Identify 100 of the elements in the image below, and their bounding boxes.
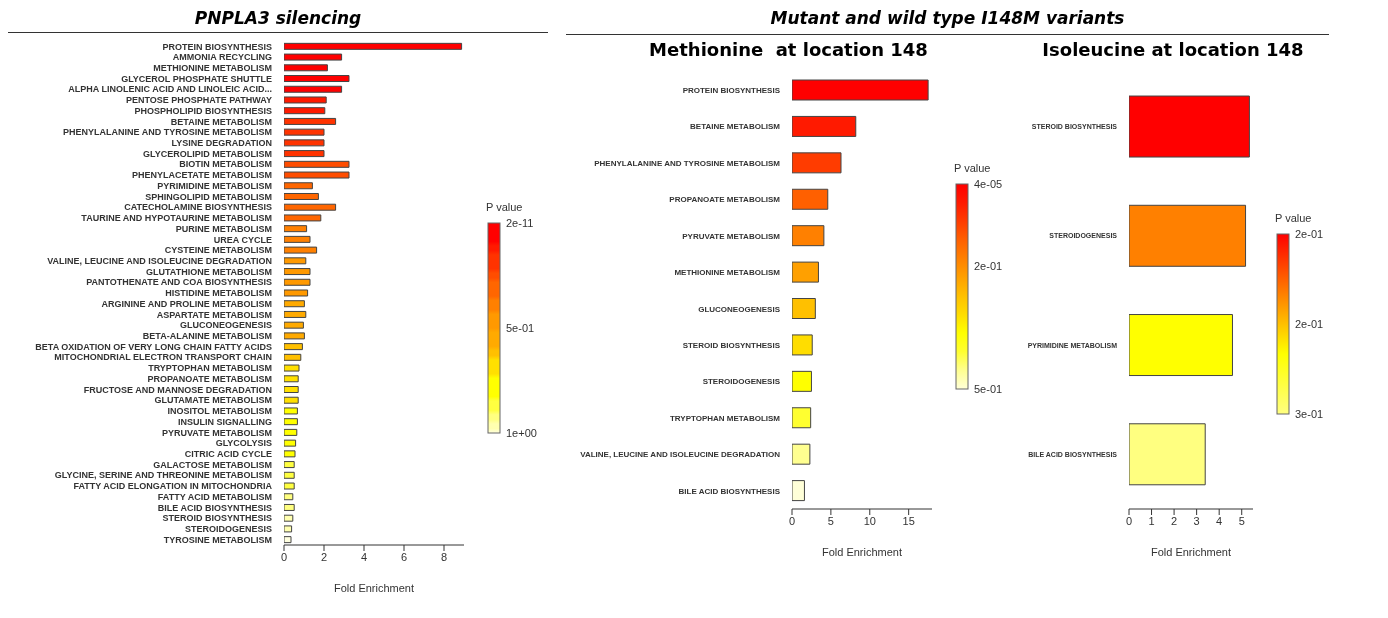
y-tick-label: GLYCEROL PHOSPHATE SHUTTLE xyxy=(121,73,272,84)
y-tick-label: GLYCINE, SERINE AND THREONINE METABOLISM xyxy=(54,470,272,481)
x-tick-label: 8 xyxy=(440,550,448,563)
bar xyxy=(284,439,297,447)
bar xyxy=(792,79,929,101)
y-tick-label: TRYPTOPHAN METABOLISM xyxy=(669,413,781,423)
x-tick-label: 0 xyxy=(280,550,288,563)
bar xyxy=(792,152,842,174)
y-tick-label: STEROID BIOSYNTHESIS xyxy=(682,340,781,350)
color-bar-title: P value xyxy=(486,201,523,213)
bar xyxy=(284,375,299,383)
y-tick-label: GLUCONEOGENESIS xyxy=(698,304,781,314)
bar xyxy=(284,461,295,469)
y-tick-label: FATTY ACID METABOLISM xyxy=(157,491,272,502)
y-tick-label: PROTEIN BIOSYNTHESIS xyxy=(682,86,781,96)
chart-title: Isoleucine at location 148 xyxy=(1041,39,1305,62)
y-tick-label: PROPANOATE METABOLISM xyxy=(147,373,272,384)
x-tick-label: 4 xyxy=(360,550,368,563)
y-tick-label: STEROIDOGENESIS xyxy=(184,524,272,535)
y-tick-label: PHENYLALANINE AND TYROSINE METABOLISM xyxy=(594,158,781,168)
y-tick-label: TRYPTOPHAN METABOLISM xyxy=(148,363,272,374)
bar xyxy=(284,418,298,426)
bar xyxy=(284,117,337,125)
bar xyxy=(792,261,819,283)
bar xyxy=(284,428,298,436)
chart-title: Methionine at location 148 xyxy=(648,39,929,62)
color-bar-label: 2e-01 xyxy=(974,259,1003,272)
color-bar-label: 3e-01 xyxy=(1295,407,1324,420)
bar xyxy=(284,386,299,394)
bar xyxy=(284,396,299,404)
x-tick-label: 5 xyxy=(1238,514,1245,527)
bar xyxy=(1129,314,1233,377)
x-tick-label: 1 xyxy=(1148,514,1155,527)
color-bar-label: 4e-05 xyxy=(974,177,1003,190)
bar xyxy=(284,289,309,297)
bar xyxy=(284,278,311,286)
y-tick-label: INOSITOL METABOLISM xyxy=(167,406,272,417)
bar xyxy=(792,298,816,320)
bar xyxy=(792,188,829,210)
bar xyxy=(284,75,350,83)
bar xyxy=(1129,204,1247,267)
y-tick-label: PHENYLACETATE METABOLISM xyxy=(132,170,272,181)
y-tick-label: ASPARTATE METABOLISM xyxy=(156,309,272,320)
color-bar-label: 2e-01 xyxy=(1295,227,1324,240)
color-bar-title: P value xyxy=(1275,212,1312,224)
bar xyxy=(284,128,325,136)
y-tick-label: PENTOSE PHOSPHATE PATHWAY xyxy=(125,95,272,106)
bar xyxy=(792,407,812,429)
y-tick-label: METHIONINE METABOLISM xyxy=(674,268,781,278)
bar xyxy=(284,450,296,458)
bar xyxy=(792,370,812,392)
y-tick-label: PHOSPHOLIPID BIOSYNTHESIS xyxy=(134,105,272,116)
bar xyxy=(792,480,805,502)
bar xyxy=(284,139,325,147)
y-tick-label: BIOTIN METABOLISM xyxy=(179,159,272,170)
y-tick-label: BETAINE METABOLISM xyxy=(170,116,272,127)
chart-title: PNPLA3 silencing xyxy=(8,8,548,33)
y-tick-label: TAURINE AND HYPOTAURINE METABOLISM xyxy=(81,213,272,224)
bar xyxy=(284,53,343,61)
bar xyxy=(284,96,327,104)
bar xyxy=(792,334,813,356)
y-tick-label: INSULIN SIGNALLING xyxy=(178,416,272,427)
y-tick-label: CYSTEINE METABOLISM xyxy=(164,245,272,256)
y-tick-label: MITOCHONDRIAL ELECTRON TRANSPORT CHAIN xyxy=(54,352,272,363)
bar xyxy=(284,364,300,372)
bar xyxy=(284,171,350,179)
bar xyxy=(284,214,322,222)
bar xyxy=(284,235,311,243)
bar xyxy=(792,225,825,247)
bar xyxy=(284,536,292,544)
bar xyxy=(284,268,311,276)
bar xyxy=(284,482,295,490)
bar xyxy=(284,332,305,340)
y-tick-label: GLUCONEOGENESIS xyxy=(179,320,272,331)
bar xyxy=(284,514,294,522)
y-tick-label: HISTIDINE METABOLISM xyxy=(165,288,272,299)
bar xyxy=(284,203,337,211)
y-tick-label: GLUTATHIONE METABOLISM xyxy=(146,266,272,277)
bar xyxy=(284,503,295,511)
y-tick-label: PURINE METABOLISM xyxy=(175,223,272,234)
y-tick-label: CITRIC ACID CYCLE xyxy=(184,449,272,459)
y-tick-label: ALPHA LINOLENIC ACID AND LINOLEIC ACID... xyxy=(68,84,272,95)
bar xyxy=(284,160,350,168)
y-tick-label: PYRUVATE METABOLISM xyxy=(162,427,272,438)
color-bar-label: 2e-01 xyxy=(1295,317,1324,330)
y-tick-label: STEROIDOGENESIS xyxy=(702,377,781,387)
y-tick-label: CATECHOLAMINE BIOSYNTHESIS xyxy=(124,202,272,213)
chart-subtitle: Mutant and wild type I148M variants xyxy=(566,8,1329,35)
bar xyxy=(284,182,313,190)
y-tick-label: PANTOTHENATE AND COA BIOSYNTHESIS xyxy=(86,277,272,288)
bar xyxy=(284,493,294,501)
bar xyxy=(284,150,325,158)
y-tick-label: LYSINE DEGRADATION xyxy=(171,138,272,149)
y-tick-label: VALINE, LEUCINE AND ISOLEUCINE DEGRADATION xyxy=(580,450,781,460)
color-bar-title: P value xyxy=(954,162,991,174)
y-tick-label: METHIONINE METABOLISM xyxy=(153,62,272,73)
y-tick-label: STEROID BIOSYNTHESIS xyxy=(162,513,272,524)
y-tick-label: BILE ACID BIOSYNTHESIS xyxy=(678,486,781,496)
x-tick-label: 3 xyxy=(1193,514,1200,527)
bar xyxy=(284,343,303,351)
